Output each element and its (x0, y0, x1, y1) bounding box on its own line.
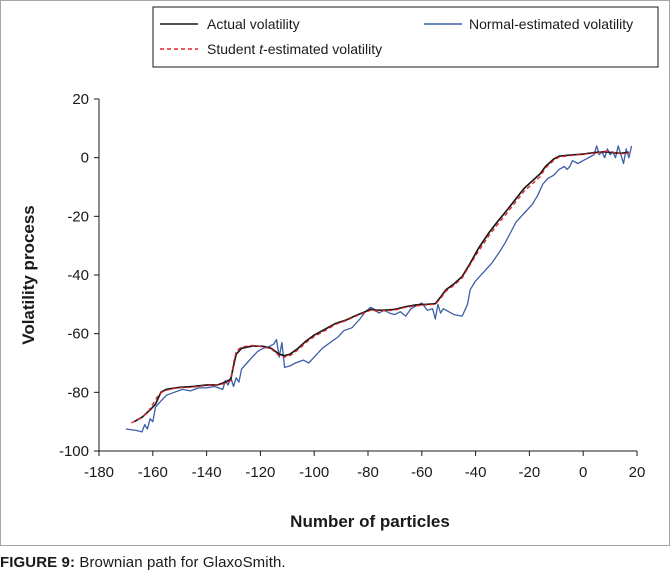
series-layer (125, 145, 633, 433)
y-tick-label: -60 (67, 326, 89, 343)
legend-item-actual: Actual volatility (160, 16, 300, 32)
legend-label-actual: Actual volatility (207, 16, 300, 32)
y-tick-label: 0 (81, 150, 89, 167)
y-tick-label: -100 (59, 443, 89, 460)
y-axis-title: Volatility process (19, 205, 38, 345)
caption-label: FIGURE 9: (0, 554, 76, 571)
legend-box (152, 6, 659, 68)
legend-label-normal: Normal-estimated volatility (469, 16, 633, 32)
x-tick-label: -160 (138, 464, 168, 481)
x-tick-label: -140 (192, 464, 222, 481)
series-line-student (130, 150, 629, 424)
legend-item-normal: Normal-estimated volatility (424, 16, 633, 32)
y-tick-label: -40 (67, 267, 89, 284)
x-tick-label: -60 (411, 464, 433, 481)
x-tick-label: -120 (245, 464, 275, 481)
figure-frame (0, 0, 670, 546)
x-tick-label: -80 (357, 464, 379, 481)
x-tick-label: -100 (299, 464, 329, 481)
x-tick-label: -20 (519, 464, 541, 481)
x-tick-label: -40 (465, 464, 487, 481)
figure-caption: FIGURE 9: Brownian path for GlaxoSmith. (0, 554, 286, 571)
x-tick-label: 20 (629, 464, 646, 481)
legend-item-student: Student t-estimated volatility (160, 41, 382, 57)
chart: Actual volatility Normal-estimated volat… (19, 6, 659, 531)
x-tick-label: -180 (84, 464, 114, 481)
series-line-actual (133, 150, 629, 423)
series-line-normal (125, 145, 633, 433)
x-tick-label: 0 (579, 464, 587, 481)
x-axis-ticks: -180 -160 -140 -120 -100 -80 -60 -40 -20 0 20 (84, 451, 645, 481)
y-tick-label: -80 (67, 384, 89, 401)
y-tick-label: 20 (72, 91, 89, 108)
y-tick-label: -20 (67, 208, 89, 225)
caption-text: Brownian path for GlaxoSmith. (75, 554, 286, 571)
y-axis-ticks: 20 0 -20 -40 -60 -80 -100 (59, 91, 99, 460)
legend-label-student: Student t-estimated volatility (207, 41, 382, 57)
x-axis-title: Number of particles (290, 512, 450, 531)
